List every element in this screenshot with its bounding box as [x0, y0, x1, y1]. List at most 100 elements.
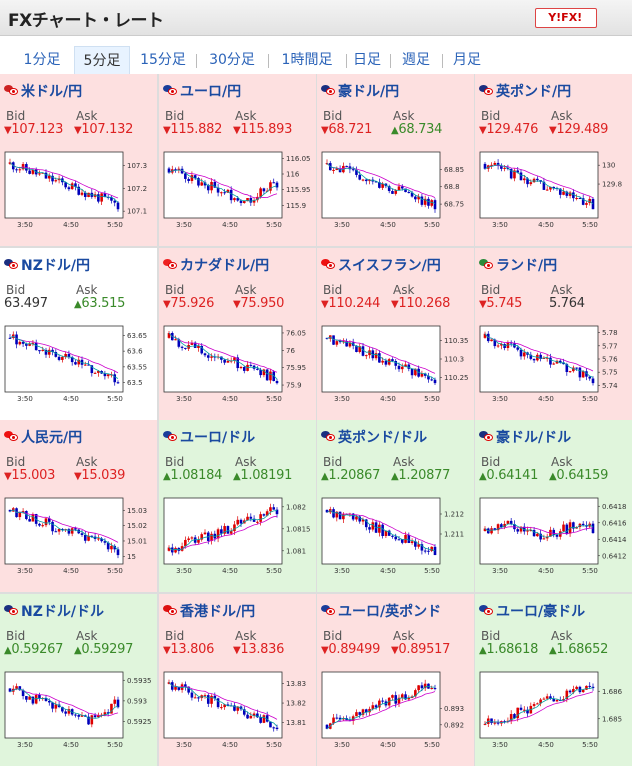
- currency-pair-link[interactable]: ユーロ/円: [163, 81, 241, 101]
- chart-container[interactable]: 0.5935 0.593 0.5925 3:50 4:50 5:50: [4, 670, 154, 748]
- candle-body: [220, 356, 223, 360]
- rate-card[interactable]: 豪ドル/円 Bid Ask ▼68.721 ▲68.734 68.85 68.8 68.75 3…: [317, 74, 474, 246]
- chart-container[interactable]: 63.65 63.6 63.55 63.5 3:50 4:50 5:50: [4, 324, 154, 402]
- currency-pair-link[interactable]: 米ドル/円: [4, 81, 82, 101]
- candle-body: [116, 549, 120, 556]
- price-chart[interactable]: 116.05 116 115.95 115.9 3:50 4:50 5:50: [163, 150, 313, 228]
- chart-container[interactable]: 1.212 1.211 3:50 4:50 5:50: [321, 496, 471, 574]
- price-chart[interactable]: 15.03 15.02 15.01 15 3:50 4:50 5:50: [4, 496, 154, 574]
- currency-pair-link[interactable]: カナダドル/円: [163, 255, 269, 275]
- rate-card[interactable]: ユーロ/豪ドル Bid Ask ▲1.68618 ▲1.68652 1.686 1.685 3…: [475, 594, 632, 766]
- chart-container[interactable]: 15.03 15.02 15.01 15 3:50 4:50 5:50: [4, 496, 154, 574]
- arrow-down-icon: ▼: [549, 125, 557, 136]
- candle-body: [420, 685, 424, 689]
- currency-pair-link[interactable]: 人民元/円: [4, 427, 82, 447]
- chart-container[interactable]: 13.83 13.82 13.81 3:50 4:50 5:50: [163, 670, 313, 748]
- chart-container[interactable]: 76.05 76 75.95 75.9 3:50 4:50 5:50: [163, 324, 313, 402]
- chart-container[interactable]: 0.6418 0.6416 0.6414 0.6412 3:50 4:50 5:50: [479, 496, 629, 574]
- chart-container[interactable]: 116.05 116 115.95 115.9 3:50 4:50 5:50: [163, 150, 313, 228]
- currency-pair-link[interactable]: 豪ドル/円: [321, 81, 399, 101]
- candle-body: [575, 686, 578, 689]
- rate-card[interactable]: スイスフラン/円 Bid Ask ▼110.244 ▼110.268 110.35 110.…: [317, 248, 474, 420]
- currency-flag-icon: [4, 85, 18, 95]
- rate-card[interactable]: NZドル/ドル Bid Ask ▲0.59267 ▲0.59297 0.5935 0.593…: [0, 594, 157, 766]
- rate-card[interactable]: NZドル/円 Bid Ask 63.497 ▲63.515 63.65 63.6 63.55 6…: [0, 248, 157, 420]
- tab-6[interactable]: 日足: [353, 52, 381, 68]
- candle-body: [417, 196, 420, 200]
- currency-pair-link[interactable]: スイスフラン/円: [321, 255, 441, 275]
- price-chart[interactable]: 1.082 1.0815 1.081 3:50 4:50 5:50: [163, 496, 313, 574]
- rate-card[interactable]: 人民元/円 Bid Ask ▼15.003 ▼15.039 15.03 15.02 15.01…: [0, 420, 157, 592]
- price-chart[interactable]: 107.3 107.2 107.1 3:50 4:50 5:50: [4, 150, 154, 228]
- rate-card[interactable]: ユーロ/英ポンド Bid Ask ▼0.89499 ▼0.89517 0.893 0.892…: [317, 594, 474, 766]
- bid-value: ▼68.721: [321, 122, 372, 137]
- price-chart[interactable]: 0.893 0.892 3:50 4:50 5:50: [321, 670, 471, 748]
- chart-container[interactable]: 1.686 1.685 3:50 4:50 5:50: [479, 670, 629, 748]
- candle-body: [581, 198, 585, 205]
- x-tick-label: 5:50: [424, 221, 440, 228]
- rate-card[interactable]: 豪ドル/ドル Bid Ask ▲0.64141 ▲0.64159 0.6418 0.6416…: [475, 420, 632, 592]
- candle-body: [361, 709, 365, 715]
- candle-body: [519, 526, 523, 532]
- currency-pair-link[interactable]: 英ポンド/円: [479, 81, 571, 101]
- price-chart[interactable]: 13.83 13.82 13.81 3:50 4:50 5:50: [163, 670, 313, 748]
- price-chart[interactable]: 0.6418 0.6416 0.6414 0.6412 3:50 4:50 5:50: [479, 496, 629, 574]
- tab-5[interactable]: 1時間足: [281, 52, 333, 68]
- price-chart[interactable]: 1.686 1.685 3:50 4:50 5:50: [479, 670, 629, 748]
- fast-average-line: [326, 510, 436, 552]
- candle-body: [184, 347, 187, 349]
- candle-body: [216, 187, 220, 193]
- candle-body: [61, 528, 64, 530]
- price-chart[interactable]: 5.78 5.77 5.76 5.75 5.74 3:50 4:50 5:50: [479, 324, 629, 402]
- y-tick-label: 68.85: [444, 166, 464, 174]
- price-chart[interactable]: 110.35 110.3 110.25 3:50 4:50 5:50: [321, 324, 471, 402]
- currency-pair-link[interactable]: 豪ドル/ドル: [479, 427, 571, 447]
- rate-card[interactable]: 香港ドル/円 Bid Ask ▼13.806 ▼13.836 13.83 13.82 13.8…: [159, 594, 316, 766]
- tab-3[interactable]: 15分足: [140, 52, 186, 68]
- moving-average-line: [326, 162, 436, 198]
- price-chart[interactable]: 63.65 63.6 63.55 63.5 3:50 4:50 5:50: [4, 324, 154, 402]
- rate-card[interactable]: ランド/円 Bid Ask ▼5.745 5.764 5.78 5.77 5.76 5.75 5.…: [475, 248, 632, 420]
- candle-body: [236, 357, 240, 369]
- yjfx-logo[interactable]: Y!FX!: [535, 8, 597, 28]
- candle-body: [249, 516, 253, 519]
- currency-pair-link[interactable]: 英ポンド/ドル: [321, 427, 427, 447]
- tab-7[interactable]: 週足: [402, 52, 430, 68]
- tab-1[interactable]: 1分足: [23, 52, 61, 68]
- candle-body: [31, 696, 35, 704]
- currency-pair-link[interactable]: ユーロ/豪ドル: [479, 601, 585, 621]
- candle-body: [213, 695, 217, 699]
- chart-container[interactable]: 5.78 5.77 5.76 5.75 5.74 3:50 4:50 5:50: [479, 324, 629, 402]
- rate-card[interactable]: カナダドル/円 Bid Ask ▼75.926 ▼75.950 76.05 76 75.95 7…: [159, 248, 316, 420]
- tab-8[interactable]: 月足: [453, 52, 481, 68]
- chart-container[interactable]: 130 129.8 3:50 4:50 5:50: [479, 150, 629, 228]
- currency-pair-link[interactable]: ユーロ/ドル: [163, 427, 255, 447]
- price-chart[interactable]: 0.5935 0.593 0.5925 3:50 4:50 5:50: [4, 670, 154, 748]
- price-chart[interactable]: 76.05 76 75.95 75.9 3:50 4:50 5:50: [163, 324, 313, 402]
- chart-container[interactable]: 107.3 107.2 107.1 3:50 4:50 5:50: [4, 150, 154, 228]
- chart-container[interactable]: 1.082 1.0815 1.081 3:50 4:50 5:50: [163, 496, 313, 574]
- currency-pair-link[interactable]: ユーロ/英ポンド: [321, 601, 441, 621]
- currency-pair-link[interactable]: NZドル/ドル: [4, 601, 104, 621]
- rate-card[interactable]: ユーロ/円 Bid Ask ▼115.882 ▼115.893 116.05 116 115.…: [159, 74, 316, 246]
- ask-value: ▲1.20877: [391, 468, 450, 483]
- rate-card[interactable]: ユーロ/ドル Bid Ask ▲1.08184 ▲1.08191 1.082 1.0815 1…: [159, 420, 316, 592]
- candle-body: [552, 186, 556, 189]
- rate-card[interactable]: 米ドル/円 Bid Ask ▼107.123 ▼107.132 107.3 107.2 107…: [0, 74, 157, 246]
- currency-pair-link[interactable]: ランド/円: [479, 255, 557, 275]
- tab-4[interactable]: 30分足: [209, 52, 255, 68]
- currency-pair-link[interactable]: 香港ドル/円: [163, 601, 255, 621]
- chart-container[interactable]: 110.35 110.3 110.25 3:50 4:50 5:50: [321, 324, 471, 402]
- rate-card[interactable]: 英ポンド/ドル Bid Ask ▲1.20867 ▲1.20877 1.212 1.211 3…: [317, 420, 474, 592]
- candle-body: [100, 193, 103, 202]
- price-chart[interactable]: 130 129.8 3:50 4:50 5:50: [479, 150, 629, 228]
- currency-pair-link[interactable]: NZドル/円: [4, 255, 90, 275]
- tab-2[interactable]: 5分足: [74, 46, 130, 74]
- rate-card[interactable]: 英ポンド/円 Bid Ask ▼129.476 ▼129.489 130 129.8 3:50…: [475, 74, 632, 246]
- chart-container[interactable]: 68.85 68.8 68.75 3:50 4:50 5:50: [321, 150, 471, 228]
- price-chart[interactable]: 68.85 68.8 68.75 3:50 4:50 5:50: [321, 150, 471, 228]
- price-chart[interactable]: 1.212 1.211 3:50 4:50 5:50: [321, 496, 471, 574]
- chart-container[interactable]: 0.893 0.892 3:50 4:50 5:50: [321, 670, 471, 748]
- candle-body: [47, 175, 51, 179]
- pair-name: 英ポンド/円: [496, 84, 572, 100]
